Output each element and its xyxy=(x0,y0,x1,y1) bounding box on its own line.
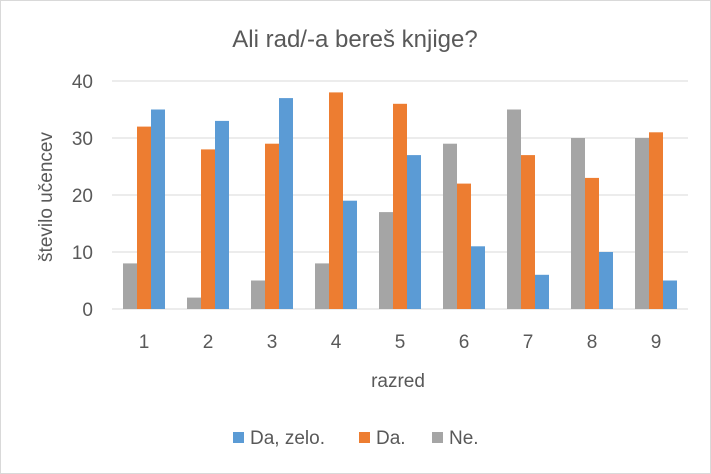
bar-ne-2 xyxy=(187,297,201,309)
legend-label: Da, zelo. xyxy=(250,428,325,449)
bar-da-5 xyxy=(393,103,407,309)
bar-da-7 xyxy=(521,155,535,309)
bar-ne-7 xyxy=(507,109,521,309)
y-tick-label: 20 xyxy=(72,186,93,207)
x-tick-label: 8 xyxy=(587,332,598,353)
bars xyxy=(123,92,677,310)
bar-da-zelo-7 xyxy=(535,274,549,309)
bar-ne-6 xyxy=(443,143,457,309)
bar-ne-9 xyxy=(635,138,649,309)
y-tick-label: 30 xyxy=(72,129,93,150)
bar-da-9 xyxy=(649,132,663,309)
x-axis-tick-labels: 1 2 3 4 5 6 7 8 9 xyxy=(139,332,662,353)
x-tick-label: 7 xyxy=(523,332,534,353)
x-tick-label: 9 xyxy=(651,332,662,353)
bar-ne-8 xyxy=(571,138,585,309)
bar-da-zelo-8 xyxy=(599,252,613,309)
bar-da-zelo-6 xyxy=(471,246,485,309)
legend-label: Ne. xyxy=(449,428,479,449)
bar-ne-3 xyxy=(251,280,265,309)
bar-da-2 xyxy=(201,149,215,309)
bar-da-zelo-9 xyxy=(663,280,677,309)
bar-da-zelo-1 xyxy=(151,109,165,309)
bar-da-1 xyxy=(137,126,151,309)
bar-da-zelo-2 xyxy=(215,120,229,310)
bar-da-zelo-4 xyxy=(343,200,357,309)
x-tick-label: 3 xyxy=(267,332,278,353)
bar-da-6 xyxy=(457,183,471,309)
x-axis-title: razred xyxy=(371,371,425,392)
bar-da-zelo-3 xyxy=(279,98,293,309)
legend-swatch xyxy=(432,432,443,443)
legend-label: Da. xyxy=(376,428,406,449)
x-tick-label: 1 xyxy=(139,332,150,353)
y-tick-label: 10 xyxy=(72,243,93,264)
bar-da-3 xyxy=(265,143,279,309)
y-axis-title: število učencev xyxy=(36,132,57,262)
legend-swatch xyxy=(359,432,370,443)
bar-ne-5 xyxy=(379,212,393,309)
x-tick-label: 2 xyxy=(203,332,214,353)
bar-da-8 xyxy=(585,177,599,309)
bar-da-zelo-5 xyxy=(407,155,421,309)
chart-title: Ali rad/-a bereš knjige? xyxy=(232,26,477,53)
y-tick-label: 40 xyxy=(72,72,93,93)
x-tick-label: 6 xyxy=(459,332,470,353)
bar-da-4 xyxy=(329,92,343,310)
x-tick-label: 5 xyxy=(395,332,406,353)
legend-swatch xyxy=(233,432,244,443)
y-axis-tick-labels: 0 10 20 30 40 xyxy=(72,72,93,321)
bar-ne-1 xyxy=(123,263,137,309)
legend: Da, zelo. Da. Ne. xyxy=(233,428,479,449)
bar-ne-4 xyxy=(315,263,329,309)
x-tick-label: 4 xyxy=(331,332,342,353)
y-tick-label: 0 xyxy=(82,300,93,321)
